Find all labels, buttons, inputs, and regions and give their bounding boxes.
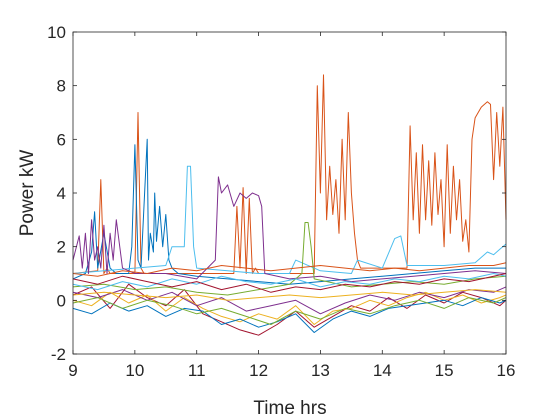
x-tick-label: 15: [435, 361, 454, 380]
x-tick-label: 13: [311, 361, 330, 380]
x-tick-label: 16: [497, 361, 516, 380]
x-tick-label: 9: [68, 361, 77, 380]
series-line-1: [72, 74, 507, 274]
y-axis-label: Power kW: [17, 150, 38, 237]
x-tick-label: 11: [188, 361, 206, 380]
series-line-9: [72, 262, 507, 277]
y-tick-label: 0: [57, 291, 66, 310]
x-tick-label: 14: [373, 361, 392, 380]
x-tick-label: 10: [125, 361, 144, 380]
series-line-7: [72, 222, 507, 296]
series-line-13: [72, 273, 507, 293]
plot-area: [73, 32, 506, 354]
y-tick-label: -2: [51, 345, 66, 364]
y-tick-label: 10: [47, 23, 66, 42]
y-tick-label: 8: [57, 77, 66, 96]
series-line-14: [72, 289, 507, 301]
series-line-11: [72, 273, 507, 291]
series-group: [72, 74, 507, 336]
y-tick-label: 2: [57, 238, 66, 257]
y-tick-label: 6: [57, 130, 66, 149]
x-axis-label: Time hrs: [253, 398, 326, 419]
y-tick-label: 4: [57, 184, 66, 203]
x-tick-label: 12: [249, 361, 268, 380]
series-line-12: [72, 297, 507, 325]
series-line-3: [72, 165, 507, 274]
series-line-4: [72, 176, 507, 283]
series-line-8: [72, 297, 507, 333]
ticks-group: 9 10 11 12 13 14 15 16 -2 0 2 4 6 8 10: [47, 23, 515, 380]
